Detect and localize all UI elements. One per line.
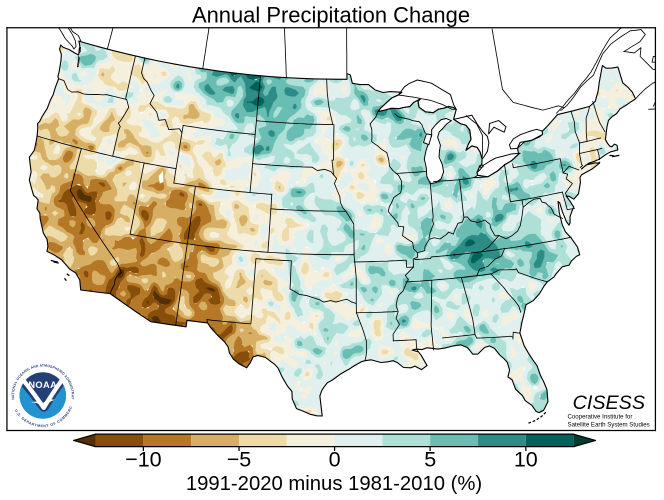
svg-text:Annual Precipitation Change: Annual Precipitation Change [192, 3, 470, 28]
svg-text:Satellite Earth System Studies: Satellite Earth System Studies [568, 421, 650, 428]
svg-text:5: 5 [424, 448, 436, 472]
svg-text:10: 10 [514, 448, 538, 472]
svg-text:CISESS: CISESS [573, 392, 645, 414]
svg-text:0: 0 [329, 448, 341, 472]
svg-text:NOAA: NOAA [28, 380, 57, 390]
svg-text:−5: −5 [227, 448, 252, 472]
svg-text:1991-2020 minus 1981-2010 (%): 1991-2020 minus 1981-2010 (%) [186, 473, 482, 495]
svg-text:−10: −10 [125, 448, 162, 472]
svg-text:Cooperative Institute for: Cooperative Institute for [568, 414, 633, 421]
